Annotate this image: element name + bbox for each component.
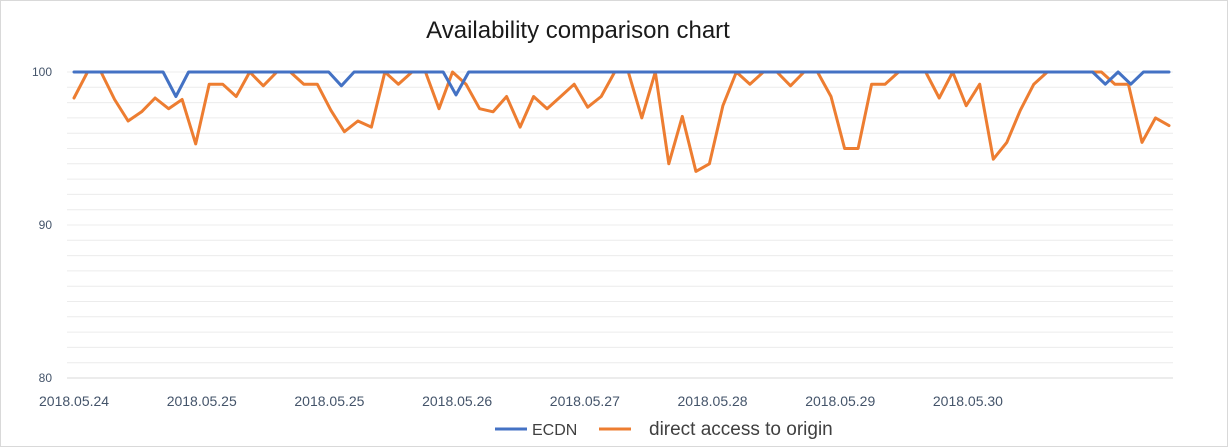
x-tick-label: 2018.05.24 xyxy=(39,393,109,409)
x-tick-label: 2018.05.26 xyxy=(422,393,492,409)
y-axis-ticks: 100 90 80 xyxy=(32,65,52,385)
x-tick-label: 2018.05.30 xyxy=(933,393,1003,409)
x-tick-label: 2018.05.28 xyxy=(678,393,748,409)
chart-title: Availability comparison chart xyxy=(426,17,730,44)
legend-label: direct access to origin xyxy=(649,419,833,440)
series-line-ecdn xyxy=(72,70,1171,98)
legend: ECDN direct access to origin xyxy=(495,419,833,440)
x-tick-label: 2018.05.27 xyxy=(550,393,620,409)
x-tick-label: 2018.05.29 xyxy=(805,393,875,409)
legend-label: ECDN xyxy=(532,422,577,439)
x-tick-label: 2018.05.25 xyxy=(167,393,237,409)
y-tick-label: 90 xyxy=(39,218,53,232)
series-lines xyxy=(72,70,1171,173)
gridlines xyxy=(67,71,1173,364)
x-axis-ticks: 2018.05.24 2018.05.25 2018.05.25 2018.05.26… xyxy=(39,393,1003,409)
y-tick-label: 100 xyxy=(32,65,52,79)
x-tick-label: 2018.05.25 xyxy=(294,393,364,409)
y-tick-label: 80 xyxy=(39,371,53,385)
